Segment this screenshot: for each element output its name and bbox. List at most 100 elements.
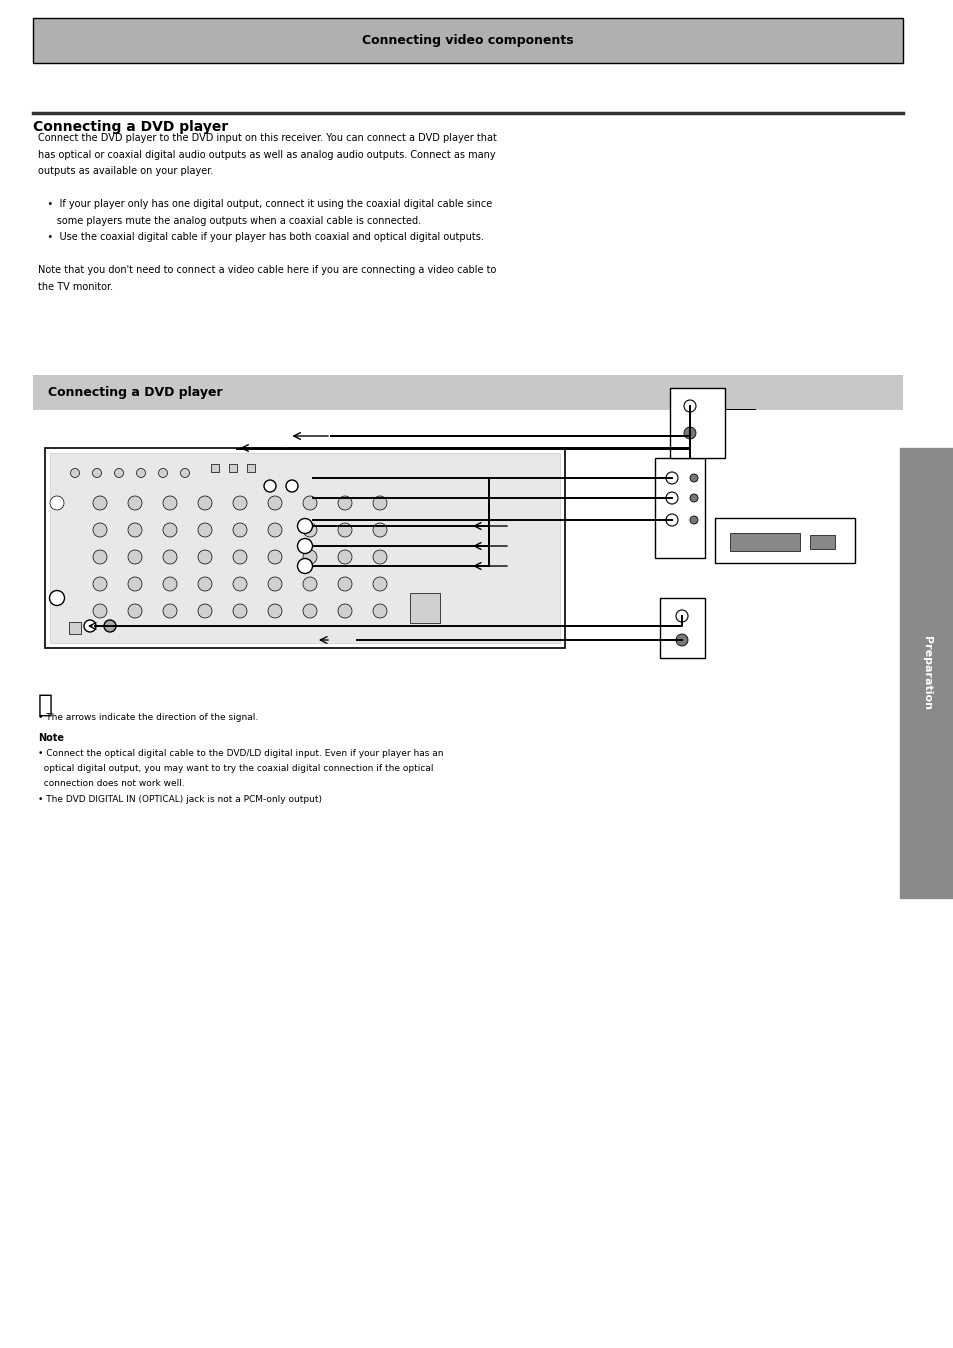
Bar (50, 453, 559, 643)
Circle shape (233, 550, 247, 563)
Circle shape (373, 496, 387, 510)
Text: • Connect the optical digital cable to the DVD/LD digital input. Even if your pl: • Connect the optical digital cable to t… (38, 748, 443, 758)
Circle shape (268, 523, 282, 537)
Circle shape (676, 611, 687, 621)
Circle shape (180, 469, 190, 477)
Circle shape (286, 480, 297, 492)
Circle shape (128, 523, 142, 537)
Circle shape (268, 577, 282, 590)
Circle shape (128, 496, 142, 510)
Circle shape (233, 523, 247, 537)
Circle shape (303, 523, 316, 537)
Text: Connecting video components: Connecting video components (362, 34, 573, 47)
Text: Note: Note (38, 733, 64, 743)
Circle shape (297, 519, 313, 534)
Circle shape (84, 620, 96, 632)
Bar (659, 599, 704, 658)
Text: some players mute the analog outputs when a coaxial cable is connected.: some players mute the analog outputs whe… (38, 216, 420, 225)
Circle shape (198, 550, 212, 563)
Bar (33, 375, 902, 410)
Circle shape (128, 604, 142, 617)
Circle shape (268, 550, 282, 563)
Circle shape (268, 496, 282, 510)
Text: outputs as available on your player.: outputs as available on your player. (38, 166, 213, 177)
Circle shape (337, 523, 352, 537)
Circle shape (92, 469, 101, 477)
Text: Note that you don't need to connect a video cable here if you are connecting a v: Note that you don't need to connect a vi… (38, 266, 496, 275)
Circle shape (92, 550, 107, 563)
Circle shape (198, 496, 212, 510)
Circle shape (163, 577, 177, 590)
Text: • The arrows indicate the direction of the signal.: • The arrows indicate the direction of t… (38, 713, 258, 723)
Circle shape (665, 492, 678, 504)
Text: 📖: 📖 (38, 693, 53, 717)
Circle shape (373, 577, 387, 590)
Bar (669, 388, 724, 458)
Bar (899, 448, 953, 898)
Circle shape (665, 514, 678, 526)
Circle shape (92, 577, 107, 590)
Circle shape (337, 496, 352, 510)
Circle shape (104, 620, 116, 632)
Circle shape (268, 604, 282, 617)
Circle shape (50, 590, 64, 605)
Circle shape (163, 604, 177, 617)
Bar (410, 593, 439, 623)
Bar (229, 464, 236, 472)
Circle shape (136, 469, 146, 477)
Text: • The DVD DIGITAL IN (OPTICAL) jack is not a PCM-only output): • The DVD DIGITAL IN (OPTICAL) jack is n… (38, 795, 322, 803)
Bar (69, 621, 81, 634)
Text: the TV monitor.: the TV monitor. (38, 282, 113, 291)
Circle shape (163, 496, 177, 510)
Circle shape (198, 523, 212, 537)
Bar (247, 464, 254, 472)
Text: Connecting a DVD player: Connecting a DVD player (33, 120, 228, 133)
Circle shape (128, 550, 142, 563)
Circle shape (373, 604, 387, 617)
Circle shape (233, 496, 247, 510)
Text: •  If your player only has one digital output, connect it using the coaxial digi: • If your player only has one digital ou… (38, 200, 492, 209)
Bar (809, 535, 834, 549)
Bar (211, 464, 219, 472)
Circle shape (163, 550, 177, 563)
Circle shape (233, 604, 247, 617)
Bar (729, 532, 800, 551)
Circle shape (303, 496, 316, 510)
Circle shape (50, 590, 65, 605)
Text: has optical or coaxial digital audio outputs as well as analog audio outputs. Co: has optical or coaxial digital audio out… (38, 150, 496, 159)
Circle shape (158, 469, 168, 477)
Text: •  Use the coaxial digital cable if your player has both coaxial and optical dig: • Use the coaxial digital cable if your … (38, 232, 483, 243)
Circle shape (198, 577, 212, 590)
Circle shape (337, 604, 352, 617)
Circle shape (373, 523, 387, 537)
Text: optical digital output, you may want to try the coaxial digital connection if th: optical digital output, you may want to … (38, 764, 433, 772)
Circle shape (297, 558, 313, 573)
Circle shape (337, 577, 352, 590)
Circle shape (92, 496, 107, 510)
Circle shape (71, 469, 79, 477)
Circle shape (303, 604, 316, 617)
Circle shape (92, 604, 107, 617)
Bar (45, 448, 564, 648)
Circle shape (92, 523, 107, 537)
Circle shape (665, 472, 678, 484)
Circle shape (683, 427, 696, 439)
Circle shape (337, 550, 352, 563)
Circle shape (163, 523, 177, 537)
Bar (655, 458, 704, 558)
Circle shape (689, 516, 698, 524)
Circle shape (114, 469, 123, 477)
Circle shape (50, 496, 64, 510)
Circle shape (373, 550, 387, 563)
Text: Connect the DVD player to the DVD input on this receiver. You can connect a DVD : Connect the DVD player to the DVD input … (38, 133, 497, 143)
Circle shape (303, 550, 316, 563)
Circle shape (264, 480, 275, 492)
Bar (33, 18, 902, 63)
Text: Preparation: Preparation (921, 636, 931, 710)
Circle shape (303, 577, 316, 590)
Circle shape (198, 604, 212, 617)
Circle shape (233, 577, 247, 590)
Circle shape (676, 634, 687, 646)
Bar (714, 518, 854, 563)
Text: Connecting a DVD player: Connecting a DVD player (48, 386, 222, 399)
